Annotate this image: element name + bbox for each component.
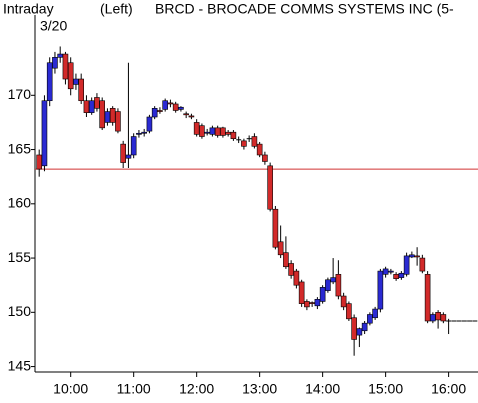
candle-body bbox=[283, 252, 289, 268]
candle-body bbox=[382, 268, 389, 275]
candle-body bbox=[220, 127, 226, 136]
candle-body bbox=[335, 274, 342, 297]
candle-body bbox=[136, 132, 142, 135]
candle-body bbox=[46, 62, 53, 102]
candle-body bbox=[377, 270, 384, 310]
candle-body bbox=[104, 111, 111, 123]
candle-body bbox=[424, 274, 431, 322]
candle-body bbox=[440, 314, 447, 322]
candle-body bbox=[298, 281, 305, 304]
candle-body bbox=[419, 257, 426, 272]
candle-body bbox=[230, 131, 237, 140]
candle-body bbox=[414, 255, 420, 258]
candle-body bbox=[120, 143, 126, 163]
candle-body bbox=[99, 100, 105, 129]
candle-body bbox=[304, 301, 310, 308]
candle-body bbox=[409, 254, 415, 258]
candle-body bbox=[109, 108, 116, 123]
y-tick-label: 145 bbox=[8, 357, 32, 373]
candle-body bbox=[403, 255, 410, 275]
candle-body bbox=[277, 241, 284, 256]
candle-body bbox=[430, 314, 436, 322]
candle-body bbox=[388, 270, 394, 273]
x-tick-label: 16:00 bbox=[431, 381, 466, 397]
candle-body bbox=[314, 298, 321, 307]
x-tick-label: 15:00 bbox=[368, 381, 403, 397]
candle-body bbox=[393, 274, 399, 279]
candle-body bbox=[214, 127, 221, 136]
candle-body bbox=[130, 136, 137, 156]
candle-body bbox=[330, 277, 336, 283]
candle-body bbox=[288, 263, 294, 276]
candle-body bbox=[193, 122, 200, 135]
y-tick-label: 155 bbox=[8, 249, 32, 265]
candle-body bbox=[178, 106, 184, 110]
candle-body bbox=[346, 303, 352, 320]
candle-body bbox=[62, 53, 69, 80]
candle-body bbox=[73, 78, 79, 85]
x-tick-label: 13:00 bbox=[242, 381, 277, 397]
y-tick-label: 165 bbox=[8, 140, 32, 156]
candle-body bbox=[157, 110, 163, 112]
candle-body bbox=[36, 154, 42, 170]
x-tick-label: 14:00 bbox=[305, 381, 340, 397]
candle-body bbox=[293, 270, 300, 286]
candle-body bbox=[94, 97, 100, 109]
candle-body bbox=[125, 154, 132, 159]
x-tick-label: 12:00 bbox=[179, 381, 214, 397]
candle-body bbox=[115, 111, 121, 132]
y-tick-label: 160 bbox=[8, 195, 32, 211]
candle-body bbox=[225, 131, 231, 135]
candle-body bbox=[199, 125, 205, 137]
candle-body bbox=[88, 100, 95, 113]
candle-body bbox=[262, 154, 268, 162]
candle-body bbox=[435, 312, 441, 321]
y-tick-label: 170 bbox=[8, 86, 32, 102]
candle-body bbox=[78, 78, 84, 102]
candle-body bbox=[272, 208, 279, 248]
candle-body bbox=[204, 131, 210, 134]
y-tick-label: 150 bbox=[8, 303, 32, 319]
candle-body bbox=[52, 57, 58, 69]
axis-side: (Left) bbox=[100, 1, 133, 17]
candle-body bbox=[209, 127, 216, 135]
chart-label: Intraday bbox=[3, 1, 54, 17]
candle-body bbox=[251, 136, 258, 147]
date-label: 3/20 bbox=[40, 18, 67, 34]
candle-body bbox=[340, 295, 347, 308]
candle-body bbox=[57, 53, 63, 58]
candle-body bbox=[256, 143, 263, 156]
candle-body bbox=[351, 317, 357, 340]
candle-body bbox=[325, 279, 331, 291]
chart-title: BRCD - BROCADE COMMS SYSTEMS INC (5- bbox=[155, 1, 454, 17]
candle-body bbox=[188, 115, 195, 118]
candle-body bbox=[83, 100, 90, 113]
candle-body bbox=[151, 108, 158, 118]
candle-body bbox=[319, 287, 326, 302]
candle-body bbox=[41, 100, 48, 167]
candle-body bbox=[141, 131, 147, 134]
candle-body bbox=[267, 165, 273, 210]
candle-body bbox=[172, 103, 179, 111]
candle-body bbox=[167, 102, 174, 105]
candle-body bbox=[398, 272, 405, 278]
candle-body bbox=[67, 62, 74, 90]
candle-body bbox=[309, 302, 315, 304]
candle-body bbox=[183, 113, 189, 116]
candle-body bbox=[241, 140, 247, 147]
candle-body bbox=[361, 322, 368, 332]
candle-body bbox=[372, 308, 378, 319]
candle-body bbox=[162, 100, 168, 110]
x-tick-label: 10:00 bbox=[53, 381, 88, 397]
candle-body bbox=[367, 314, 373, 324]
candle-body bbox=[356, 328, 363, 336]
x-tick-label: 11:00 bbox=[117, 381, 151, 397]
candle-body bbox=[146, 116, 153, 132]
